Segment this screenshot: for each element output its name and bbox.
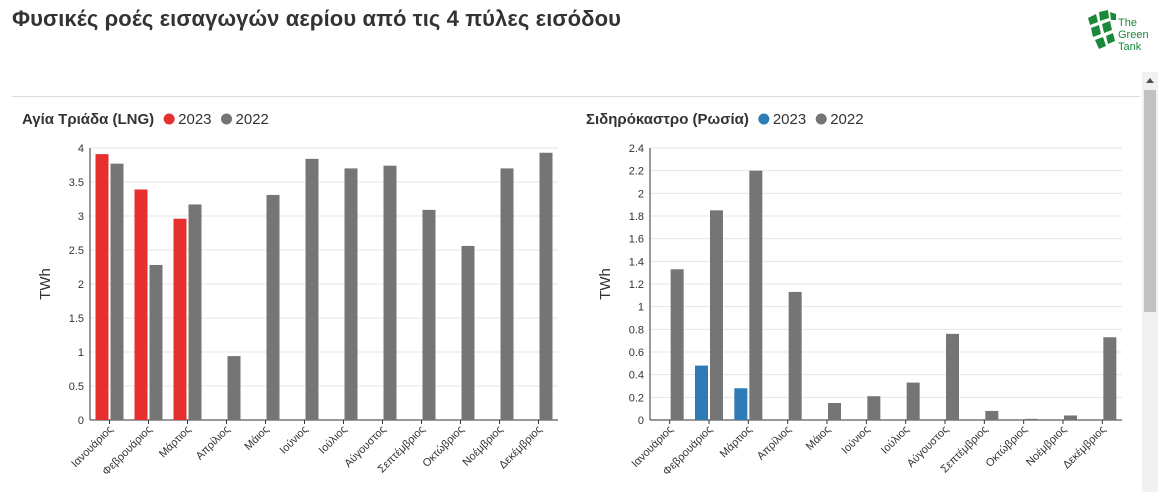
y-tick-label: 4 [78, 143, 84, 155]
bar-2022-11 [500, 168, 514, 420]
logo-text-line-3: Tank [1118, 41, 1142, 53]
y-tick-label: 0.4 [629, 370, 644, 382]
x-tick-label: Δεκέμβριος [1061, 424, 1109, 472]
chart-title: Αγία Τριάδα (LNG) [22, 111, 154, 128]
legend-marker-2023 [163, 113, 175, 125]
y-tick-label: 0 [78, 415, 84, 427]
bar-2022-4 [788, 291, 802, 420]
x-tick-label: Ιούνιος [840, 424, 873, 457]
x-tick-label: Μάρτιος [157, 424, 194, 461]
bar-2022-5 [828, 403, 841, 420]
y-tick-label: 1 [638, 302, 644, 314]
y-axis-label: TWh [37, 268, 54, 300]
logo-text-line-1: The [1118, 17, 1137, 29]
bar-2023-2 [134, 189, 148, 420]
bar-2023-2 [695, 365, 708, 420]
bar-2022-12 [539, 152, 553, 420]
y-tick-label: 0.5 [69, 381, 84, 393]
bar-2022-6 [867, 396, 881, 420]
y-tick-label: 3 [78, 211, 84, 223]
y-tick-label: 1.6 [629, 234, 644, 246]
x-tick-label: Ιούνιος [278, 424, 311, 457]
scrollbar-thumb[interactable] [1144, 90, 1156, 312]
y-axis-label: TWh [597, 268, 614, 300]
bar-2022-5 [266, 194, 280, 420]
x-tick-label: Οκτώβριος [984, 424, 1030, 470]
bar-2023-1 [95, 154, 109, 420]
bar-2022-10 [461, 245, 475, 420]
y-tick-label: 0 [638, 415, 644, 427]
scroll-up-arrow-icon[interactable] [1142, 74, 1158, 88]
bar-2022-2 [149, 264, 163, 420]
y-tick-label: 1.8 [629, 211, 644, 223]
bar-2022-4 [227, 356, 241, 420]
y-tick-label: 0.6 [629, 347, 644, 359]
x-tick-label: Μάιος [804, 424, 833, 453]
x-tick-label: Απρίλιος [194, 424, 233, 463]
x-tick-label: Μάιος [242, 424, 271, 453]
bar-2022-8 [383, 165, 397, 420]
y-tick-label: 2.4 [629, 143, 644, 155]
bar-2022-1 [110, 163, 124, 420]
x-tick-label: Οκτώβριος [420, 424, 466, 470]
bar-2022-2 [710, 210, 723, 420]
y-tick-label: 0.8 [629, 324, 644, 336]
chart-sidirokastro: Σιδηρόκαστρο (Ρωσία) 2023 2022 0 0.2 0.4 0.6 0.… [586, 111, 1122, 478]
legend-label-2022: 2022 [830, 111, 863, 128]
legend-label-2022: 2022 [236, 111, 269, 128]
y-tick-label: 0.2 [629, 392, 644, 404]
bar-2022-9 [985, 410, 999, 420]
y-tick-label: 1.4 [629, 256, 644, 268]
y-tick-label: 2.5 [69, 245, 84, 257]
y-tick-label: 2 [78, 279, 84, 291]
legend-label-2023: 2023 [178, 111, 211, 128]
bar-2022-9 [422, 209, 436, 420]
bar-2023-3 [734, 388, 748, 420]
bar-2022-11 [1064, 415, 1077, 420]
y-tick-label: 2.2 [629, 166, 644, 178]
chart-agia-triada: Αγία Τριάδα (LNG) 2023 2022 0 0.5 1 1.5 2 2.5 3 3.… [22, 111, 558, 478]
legend-label-2023: 2023 [773, 111, 806, 128]
page-title: Φυσικές ροές εισαγωγών αερίου από τις 4 … [12, 6, 622, 31]
x-tick-label: Ιούλιος [317, 424, 350, 457]
legend-marker-2022 [221, 113, 233, 125]
bar-2022-7 [344, 168, 358, 420]
bar-2022-7 [906, 382, 920, 420]
y-tick-label: 3.5 [69, 177, 84, 189]
bar-2023-3 [173, 218, 187, 420]
x-tick-label: Μάρτιος [718, 424, 755, 461]
x-tick-label: Ιούλιος [879, 424, 912, 457]
bar-2022-8 [946, 333, 959, 420]
green-globe-icon [1088, 10, 1116, 49]
logo-text-line-2: Green [1118, 29, 1149, 41]
chart-title: Σιδηρόκαστρο (Ρωσία) [586, 111, 749, 128]
y-tick-label: 1.2 [629, 279, 644, 291]
header-divider [12, 96, 1140, 97]
bar-2022-3 [749, 170, 763, 420]
bar-2022-3 [188, 204, 202, 420]
y-tick-label: 1 [78, 347, 84, 359]
bar-2022-1 [670, 269, 684, 420]
bar-2022-6 [305, 158, 319, 420]
legend-marker-2023 [758, 113, 770, 125]
x-tick-label: Απρίλιος [755, 424, 794, 463]
y-tick-label: 2 [638, 188, 644, 200]
bar-2022-10 [1024, 418, 1038, 420]
bar-2022-12 [1103, 337, 1117, 420]
y-tick-label: 1.5 [69, 313, 84, 325]
legend-marker-2022 [815, 113, 827, 125]
